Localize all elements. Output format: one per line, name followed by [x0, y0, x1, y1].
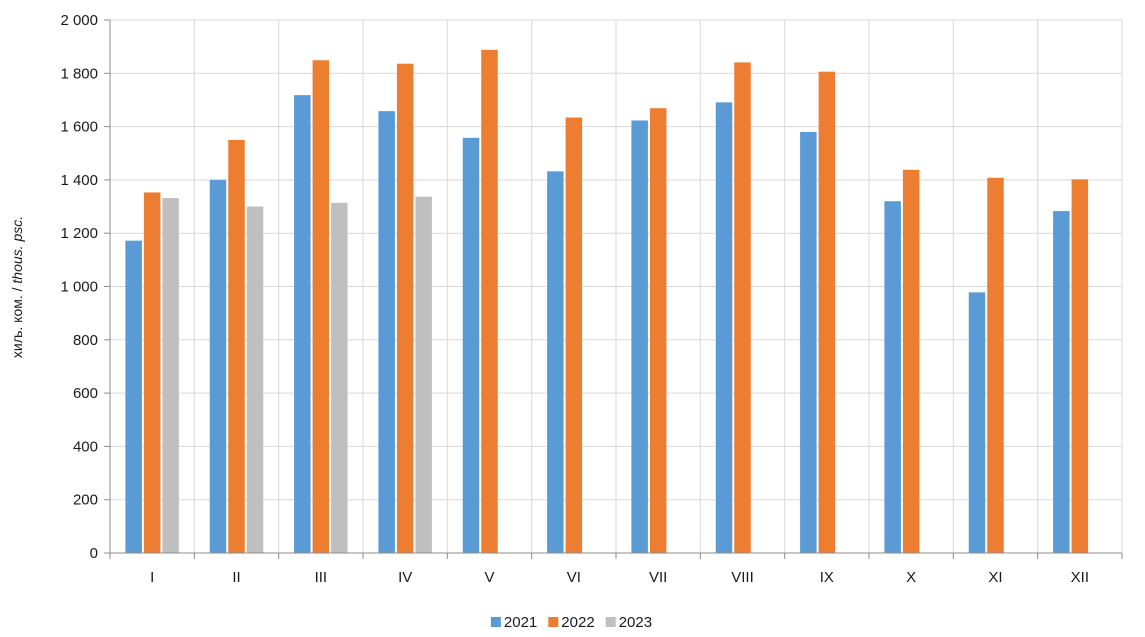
legend-swatch-2022: [548, 617, 559, 627]
x-tick-label: V: [484, 569, 494, 586]
legend-label-2022: 2022: [561, 614, 594, 631]
x-tick-label: I: [150, 569, 154, 586]
y-tick-label: 1 800: [60, 65, 98, 82]
bar-2022-VII: [649, 108, 667, 554]
x-tick-label: II: [232, 569, 240, 586]
bar-2021-IX: [800, 131, 817, 553]
bar-2021-III: [294, 95, 311, 553]
y-tick-label: 1 200: [60, 225, 98, 242]
y-tick-label: 1 000: [60, 279, 98, 296]
y-tick-label: 600: [73, 385, 98, 402]
y-tick-label: 400: [73, 438, 98, 455]
bar-2021-XI: [968, 292, 986, 553]
bar-2022-II: [228, 139, 245, 554]
bar-2022-I: [143, 192, 161, 553]
x-tick-label: XII: [1071, 569, 1089, 586]
y-tick-labels: 0 200 400 600 800 1 000 1 200 1 400 1 600 1 800 2 …: [60, 12, 98, 562]
grid-lines: [110, 19, 1123, 553]
bar-2022-V: [481, 49, 498, 554]
bar-2022-VIII: [734, 62, 751, 553]
bar-2021-I: [125, 240, 142, 554]
legend-label-2021: 2021: [504, 614, 537, 631]
x-tick-label: X: [906, 569, 916, 586]
bars: [125, 49, 1089, 554]
x-tick-label: XI: [988, 569, 1002, 586]
bar-2022-IX: [818, 71, 836, 554]
bar-2022-XI: [987, 177, 1004, 553]
y-tick-label: 1 600: [60, 119, 98, 136]
bar-2021-II: [209, 179, 227, 553]
x-tick-label: VI: [567, 569, 581, 586]
bar-2021-X: [884, 201, 901, 553]
legend-swatch-2021: [490, 617, 501, 627]
bar-2021-VIII: [715, 102, 733, 553]
y-tick-label: 0: [90, 545, 98, 562]
bar-2021-V: [462, 137, 480, 553]
bar-2022-III: [312, 60, 330, 553]
y-axis-label: хиљ. ком. / thous. psc.: [9, 216, 25, 358]
bar-2021-XII: [1053, 211, 1070, 553]
y-axis-label-italic: thous. psc.: [9, 216, 25, 284]
bar-2023-II: [246, 206, 264, 554]
legend-label-2023: 2023: [619, 614, 652, 631]
legend-swatch-2023: [605, 617, 616, 627]
x-tick-label: VII: [649, 569, 667, 586]
x-tick-labels: I II III IV V VI VII VIII IX X XI XII: [150, 569, 1089, 586]
x-tick-label: VIII: [731, 569, 754, 586]
bar-2021-VI: [547, 171, 564, 553]
y-tick-label: 200: [73, 492, 98, 509]
bar-2022-VI: [565, 117, 583, 553]
bar-2022-X: [902, 169, 920, 553]
legend: 2021 2022 2023: [490, 614, 652, 631]
bar-2022-IV: [396, 63, 414, 554]
y-tick-label: 1 400: [60, 172, 98, 189]
y-tick-label: 800: [73, 332, 98, 349]
bar-2021-VII: [631, 120, 648, 554]
x-tick-label: IX: [820, 569, 834, 586]
y-tick-label: 2 000: [60, 12, 98, 29]
bar-2023-I: [162, 198, 179, 553]
x-tick-label: IV: [398, 569, 412, 586]
bar-2023-III: [331, 202, 348, 553]
y-axis-label-main: хиљ. ком. /: [9, 284, 25, 359]
bar-2021-IV: [378, 111, 395, 553]
axes: [104, 19, 1123, 559]
x-tick-label: III: [315, 569, 328, 586]
bar-2023-IV: [415, 196, 432, 553]
bar-2022-XII: [1071, 179, 1089, 553]
